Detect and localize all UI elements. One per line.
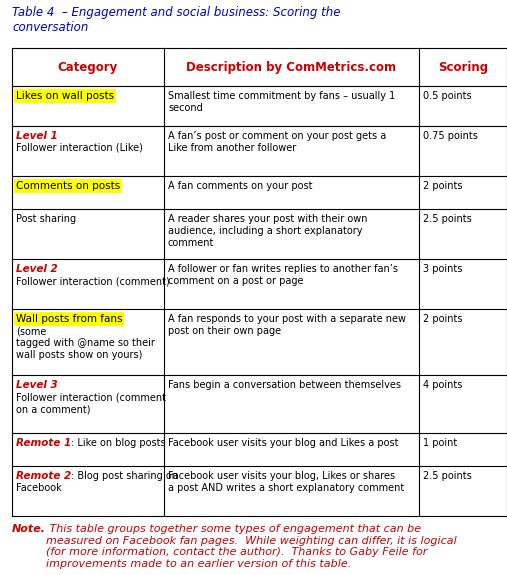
Text: 1 point: 1 point bbox=[423, 438, 457, 448]
Text: audience, including a short explanatory: audience, including a short explanatory bbox=[168, 226, 363, 236]
Text: 4 points: 4 points bbox=[423, 380, 462, 390]
Text: (some: (some bbox=[16, 326, 46, 336]
Text: Facebook user visits your blog and Likes a post: Facebook user visits your blog and Likes… bbox=[168, 438, 399, 448]
Text: Follower interaction (comment): Follower interaction (comment) bbox=[16, 276, 170, 286]
Text: Category: Category bbox=[58, 60, 118, 74]
Text: : Like on blog posts: : Like on blog posts bbox=[71, 438, 166, 448]
Text: 2.5 points: 2.5 points bbox=[423, 214, 472, 224]
Text: comment: comment bbox=[168, 238, 214, 248]
Text: Facebook user visits your blog, Likes or shares: Facebook user visits your blog, Likes or… bbox=[168, 471, 395, 481]
Text: Post sharing: Post sharing bbox=[16, 214, 76, 224]
Text: A fan comments on your post: A fan comments on your post bbox=[168, 181, 312, 191]
Text: Facebook: Facebook bbox=[16, 483, 62, 493]
Text: : Blog post sharing on: : Blog post sharing on bbox=[71, 471, 178, 481]
Text: 2.5 points: 2.5 points bbox=[423, 471, 472, 481]
Text: post on their own page: post on their own page bbox=[168, 326, 281, 336]
Text: This table groups together some types of engagement that can be
measured on Face: This table groups together some types of… bbox=[46, 524, 457, 569]
Text: Wall posts from fans: Wall posts from fans bbox=[16, 314, 123, 324]
Text: second: second bbox=[168, 103, 203, 113]
Text: A follower or fan writes replies to another fan’s: A follower or fan writes replies to anot… bbox=[168, 264, 398, 274]
Text: A fan responds to your post with a separate new: A fan responds to your post with a separ… bbox=[168, 314, 406, 324]
Text: Table 4  – Engagement and social business: Scoring the
conversation: Table 4 – Engagement and social business… bbox=[12, 6, 341, 34]
Text: 3 points: 3 points bbox=[423, 264, 462, 274]
Text: A fan’s post or comment on your post gets a: A fan’s post or comment on your post get… bbox=[168, 131, 386, 141]
Text: Like from another follower: Like from another follower bbox=[168, 143, 296, 153]
Text: Level 3: Level 3 bbox=[16, 380, 58, 390]
Text: Fans begin a conversation between themselves: Fans begin a conversation between themse… bbox=[168, 380, 401, 390]
Text: a post AND writes a short explanatory comment: a post AND writes a short explanatory co… bbox=[168, 483, 404, 493]
Text: Comments on posts: Comments on posts bbox=[16, 181, 120, 191]
Text: Remote 1: Remote 1 bbox=[16, 438, 71, 448]
Text: on a comment): on a comment) bbox=[16, 404, 91, 414]
Text: Scoring: Scoring bbox=[438, 60, 488, 74]
Text: comment on a post or page: comment on a post or page bbox=[168, 276, 304, 286]
Text: wall posts show on yours): wall posts show on yours) bbox=[16, 350, 142, 360]
Text: Note.: Note. bbox=[12, 524, 46, 534]
Text: 0.5 points: 0.5 points bbox=[423, 91, 472, 101]
Text: Remote 2: Remote 2 bbox=[16, 471, 71, 481]
Text: A reader shares your post with their own: A reader shares your post with their own bbox=[168, 214, 368, 224]
Text: Likes on wall posts: Likes on wall posts bbox=[16, 91, 114, 101]
Text: 0.75 points: 0.75 points bbox=[423, 131, 478, 141]
Text: Level 1: Level 1 bbox=[16, 131, 58, 141]
Text: tagged with @name so their: tagged with @name so their bbox=[16, 338, 155, 348]
Text: Smallest time commitment by fans – usually 1: Smallest time commitment by fans – usual… bbox=[168, 91, 395, 101]
Text: Description by ComMetrics.com: Description by ComMetrics.com bbox=[187, 60, 396, 74]
Text: Follower interaction (comment: Follower interaction (comment bbox=[16, 392, 166, 402]
Text: 2 points: 2 points bbox=[423, 181, 462, 191]
Text: 2 points: 2 points bbox=[423, 314, 462, 324]
Text: Follower interaction (Like): Follower interaction (Like) bbox=[16, 143, 143, 153]
Text: Level 2: Level 2 bbox=[16, 264, 58, 274]
